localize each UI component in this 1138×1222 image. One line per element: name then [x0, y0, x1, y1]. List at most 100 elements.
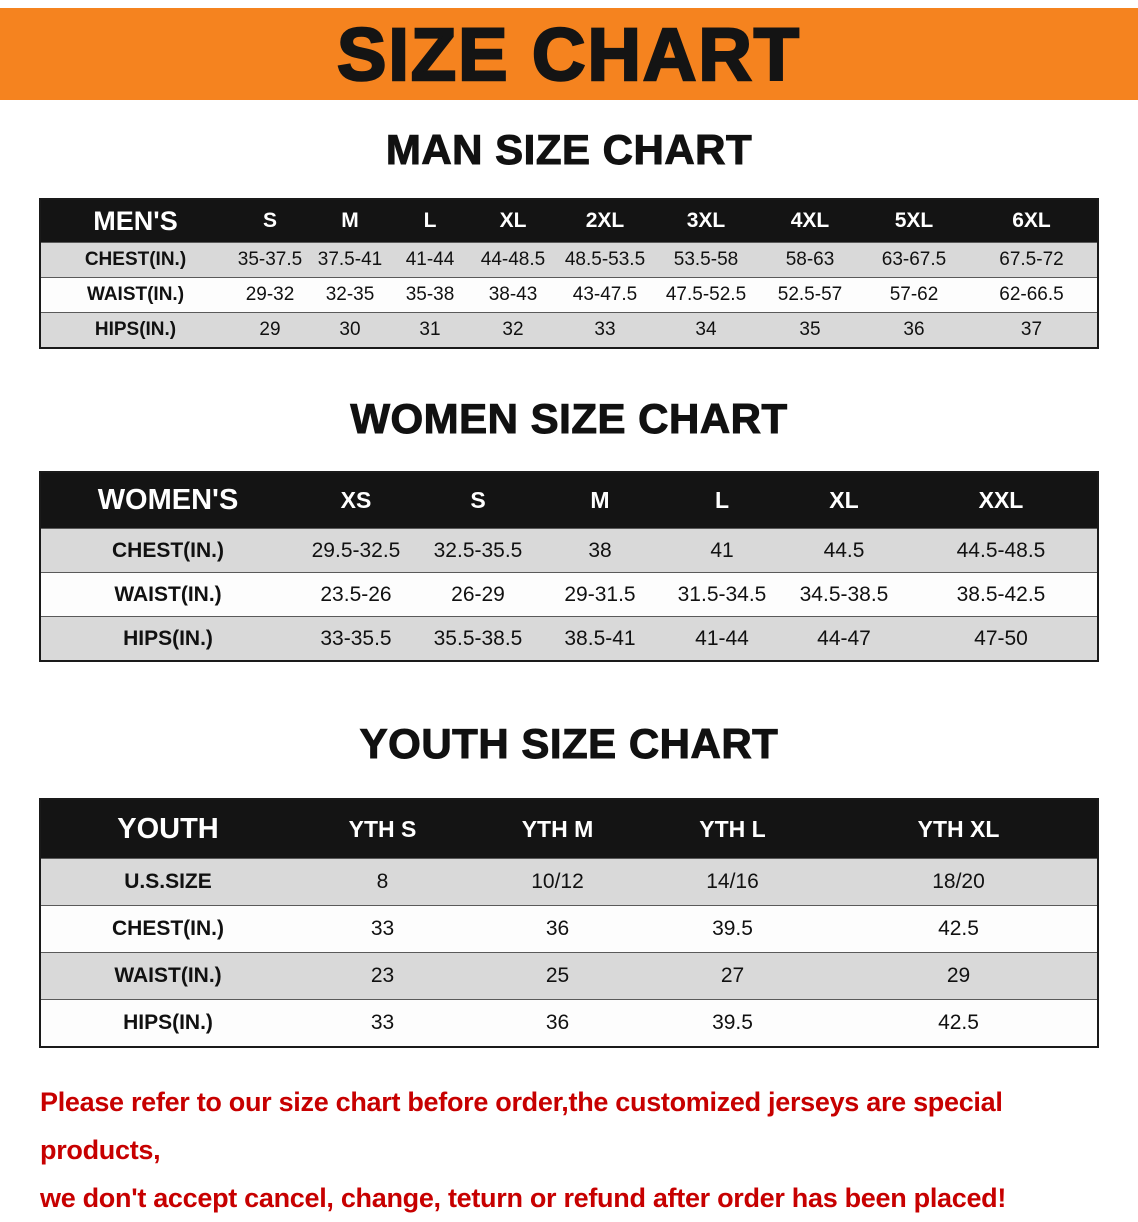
column-header: L — [661, 472, 783, 529]
table-row: HIPS(IN.) 33 36 39.5 42.5 — [40, 999, 1098, 1048]
row-label: CHEST(IN.) — [40, 905, 295, 953]
value-cell: 31 — [390, 312, 470, 349]
column-header: 3XL — [654, 199, 758, 243]
row-label: HIPS(IN.) — [40, 999, 295, 1048]
row-label: WAIST(IN.) — [40, 952, 295, 1000]
value-cell: 35-38 — [390, 277, 470, 313]
table-corner-label: YOUTH — [40, 799, 295, 859]
value-cell: 10/12 — [470, 858, 645, 906]
column-header: XL — [470, 199, 556, 243]
table-row: HIPS(IN.) 33-35.5 35.5-38.5 38.5-41 41-44 44-… — [40, 616, 1098, 662]
value-cell: 8 — [295, 858, 470, 906]
value-cell: 29-32 — [230, 277, 310, 313]
value-cell: 42.5 — [820, 905, 1098, 953]
column-header: YTH L — [645, 799, 820, 859]
value-cell: 33 — [295, 905, 470, 953]
column-header: 4XL — [758, 199, 862, 243]
column-header: S — [417, 472, 539, 529]
value-cell: 25 — [470, 952, 645, 1000]
value-cell: 33 — [295, 999, 470, 1048]
column-header: XXL — [905, 472, 1098, 529]
value-cell: 29 — [820, 952, 1098, 1000]
value-cell: 44.5-48.5 — [905, 528, 1098, 573]
column-header: M — [310, 199, 390, 243]
value-cell: 41 — [661, 528, 783, 573]
value-cell: 32.5-35.5 — [417, 528, 539, 573]
value-cell: 32 — [470, 312, 556, 349]
table-row: WAIST(IN.) 23.5-26 26-29 29-31.5 31.5-34.5 34… — [40, 572, 1098, 617]
table-row: WAIST(IN.) 23 25 27 29 — [40, 952, 1098, 1000]
column-header: S — [230, 199, 310, 243]
column-header: 6XL — [966, 199, 1098, 243]
title-banner: SIZE CHART — [0, 8, 1138, 100]
value-cell: 34.5-38.5 — [783, 572, 905, 617]
value-cell: 36 — [470, 999, 645, 1048]
row-label: CHEST(IN.) — [40, 528, 295, 573]
value-cell: 14/16 — [645, 858, 820, 906]
table-row: CHEST(IN.) 29.5-32.5 32.5-35.5 38 41 44.5 44.5… — [40, 528, 1098, 573]
value-cell: 53.5-58 — [654, 242, 758, 278]
youth-size-heading: YOUTH SIZE CHART — [359, 720, 779, 768]
value-cell: 23 — [295, 952, 470, 1000]
value-cell: 47.5-52.5 — [654, 277, 758, 313]
value-cell: 39.5 — [645, 905, 820, 953]
value-cell: 38.5-42.5 — [905, 572, 1098, 617]
value-cell: 23.5-26 — [295, 572, 417, 617]
value-cell: 52.5-57 — [758, 277, 862, 313]
value-cell: 31.5-34.5 — [661, 572, 783, 617]
value-cell: 38.5-41 — [539, 616, 661, 662]
table-header-row: MEN'S S M L XL 2XL 3XL 4XL 5XL 6XL — [40, 199, 1098, 243]
youth-size-table: YOUTH YTH S YTH M YTH L YTH XL U.S.SIZE 8 10/12… — [39, 798, 1099, 1048]
value-cell: 41-44 — [661, 616, 783, 662]
column-header: M — [539, 472, 661, 529]
column-header: L — [390, 199, 470, 243]
column-header: XL — [783, 472, 905, 529]
value-cell: 29.5-32.5 — [295, 528, 417, 573]
table-row: CHEST(IN.) 35-37.5 37.5-41 41-44 44-48.5 48.5… — [40, 242, 1098, 278]
value-cell: 43-47.5 — [556, 277, 654, 313]
column-header: 5XL — [862, 199, 966, 243]
table-row: WAIST(IN.) 29-32 32-35 35-38 38-43 43-47.5 47.… — [40, 277, 1098, 313]
value-cell: 26-29 — [417, 572, 539, 617]
value-cell: 63-67.5 — [862, 242, 966, 278]
value-cell: 32-35 — [310, 277, 390, 313]
value-cell: 44-47 — [783, 616, 905, 662]
value-cell: 35 — [758, 312, 862, 349]
value-cell: 47-50 — [905, 616, 1098, 662]
value-cell: 29-31.5 — [539, 572, 661, 617]
disclaimer-line-2: we don't accept cancel, change, teturn o… — [40, 1183, 1007, 1213]
women-size-table: WOMEN'S XS S M L XL XXL CHEST(IN.) 29.5-32.5 32.5… — [39, 471, 1099, 662]
value-cell: 44.5 — [783, 528, 905, 573]
value-cell: 42.5 — [820, 999, 1098, 1048]
value-cell: 58-63 — [758, 242, 862, 278]
women-size-heading: WOMEN SIZE CHART — [350, 395, 788, 443]
column-header: YTH M — [470, 799, 645, 859]
value-cell: 48.5-53.5 — [556, 242, 654, 278]
value-cell: 30 — [310, 312, 390, 349]
table-row: CHEST(IN.) 33 36 39.5 42.5 — [40, 905, 1098, 953]
column-header: XS — [295, 472, 417, 529]
disclaimer-line-1: Please refer to our size chart before or… — [40, 1087, 1003, 1165]
value-cell: 33 — [556, 312, 654, 349]
value-cell: 29 — [230, 312, 310, 349]
value-cell: 44-48.5 — [470, 242, 556, 278]
value-cell: 27 — [645, 952, 820, 1000]
page-title: SIZE CHART — [336, 11, 801, 97]
value-cell: 37.5-41 — [310, 242, 390, 278]
value-cell: 37 — [966, 312, 1098, 349]
column-header: YTH XL — [820, 799, 1098, 859]
disclaimer-note: Please refer to our size chart before or… — [40, 1078, 1120, 1222]
man-size-section: MAN SIZE CHART MEN'S S M L XL 2XL 3XL 4XL 5XL 6XL… — [0, 126, 1138, 349]
value-cell: 36 — [470, 905, 645, 953]
man-size-table: MEN'S S M L XL 2XL 3XL 4XL 5XL 6XL CHEST(IN.) 35-37… — [39, 198, 1099, 349]
row-label: CHEST(IN.) — [40, 242, 230, 278]
row-label: WAIST(IN.) — [40, 572, 295, 617]
table-row: HIPS(IN.) 29 30 31 32 33 34 35 36 37 — [40, 312, 1098, 349]
table-corner-label: WOMEN'S — [40, 472, 295, 529]
value-cell: 67.5-72 — [966, 242, 1098, 278]
value-cell: 33-35.5 — [295, 616, 417, 662]
value-cell: 35-37.5 — [230, 242, 310, 278]
table-corner-label: MEN'S — [40, 199, 230, 243]
value-cell: 62-66.5 — [966, 277, 1098, 313]
women-size-section: WOMEN SIZE CHART WOMEN'S XS S M L XL XXL CHEST(… — [0, 395, 1138, 662]
